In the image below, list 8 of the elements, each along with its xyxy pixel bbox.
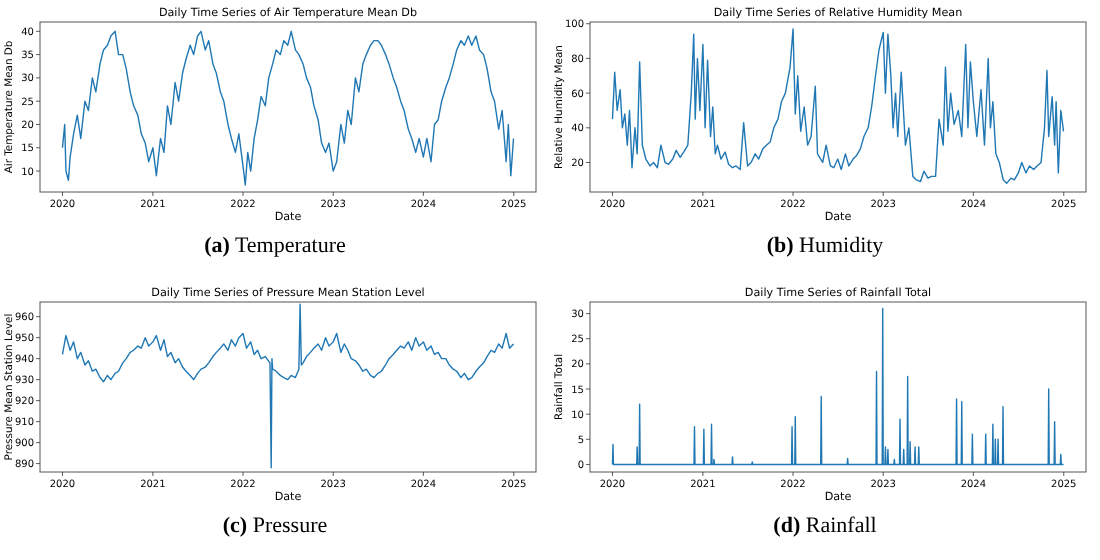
text: (d) Rainfall bbox=[773, 514, 877, 538]
line-series bbox=[61, 303, 515, 469]
text: (c) Pressure bbox=[222, 514, 328, 538]
line-series bbox=[611, 307, 1065, 466]
line-series bbox=[61, 30, 515, 186]
line-series bbox=[611, 28, 1065, 185]
text: (b) Humidity bbox=[766, 234, 885, 258]
text: (a) Temperature bbox=[204, 234, 347, 258]
